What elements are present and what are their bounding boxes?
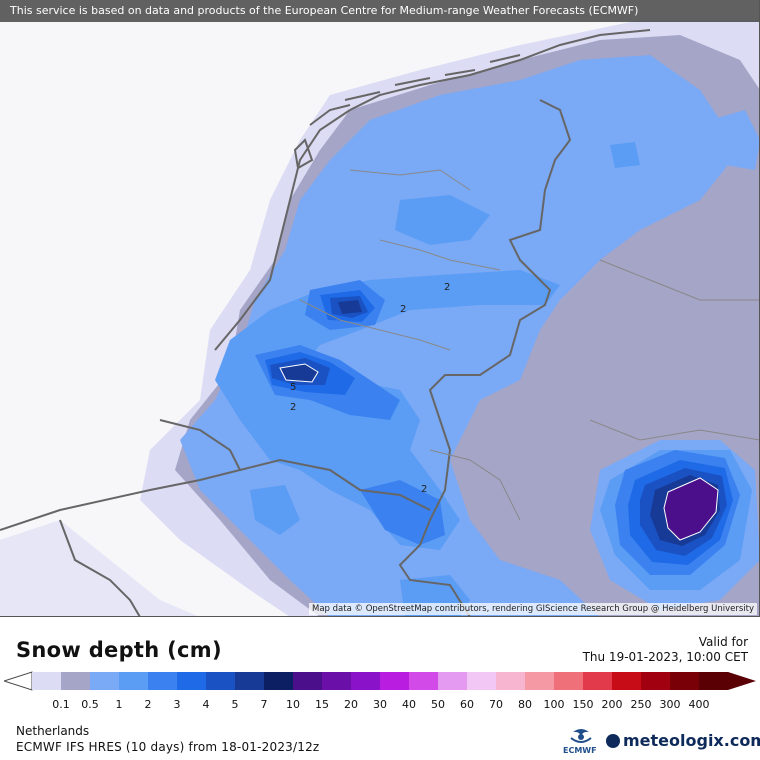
scale-swatch: [119, 672, 149, 690]
color-scale-labels: 0.1 0.5 1 2 3 4 5 7 10 15 20 30 40 50 60 70 80 100 150 200 2…: [0, 698, 760, 712]
scale-tick-label: 300: [659, 698, 681, 711]
scale-tick-label: 4: [202, 698, 210, 711]
meteologix-logo[interactable]: meteologix.com: [606, 731, 760, 750]
scale-swatch: [438, 672, 468, 690]
scale-swatch: [206, 672, 236, 690]
meteologix-icon: [606, 734, 620, 748]
scale-tick-label: 400: [688, 698, 710, 711]
scale-swatch: [583, 672, 613, 690]
scale-swatch: [380, 672, 410, 690]
snow-band-10: [664, 478, 718, 540]
scale-tick-label: 0.1: [52, 698, 70, 711]
scale-tick-label: 0.5: [81, 698, 99, 711]
scale-swatch: [177, 672, 207, 690]
brand-name: meteologix.com: [623, 731, 760, 750]
scale-swatch: [467, 672, 497, 690]
map-canvas: 2 2 2 5 2: [0, 20, 759, 616]
scale-tick-label: 80: [518, 698, 532, 711]
contour-label: 2: [444, 282, 450, 293]
ecmwf-logo: [570, 729, 592, 743]
snow-depth-map[interactable]: 2 2 2 5 2 This service is based on data …: [0, 0, 760, 617]
scale-swatch: [641, 672, 671, 690]
scale-swatch: [264, 672, 294, 690]
scale-swatch: [293, 672, 323, 690]
color-scale: [4, 671, 756, 691]
valid-label: Valid for: [698, 635, 748, 649]
scale-tick-label: 5: [231, 698, 239, 711]
scale-tick-label: 10: [286, 698, 300, 711]
scale-tick-label: 30: [373, 698, 387, 711]
legend-title: Snow depth (cm): [16, 638, 222, 662]
scale-tick-label: 1: [115, 698, 123, 711]
scale-swatch: [351, 672, 381, 690]
ecmwf-label: ECMWF: [563, 746, 597, 755]
contour-label: 2: [290, 402, 296, 413]
scale-tick-label: 7: [260, 698, 268, 711]
contour-label: 5: [290, 382, 296, 393]
scale-swatch: [148, 672, 178, 690]
scale-swatch: [554, 672, 584, 690]
scale-swatch: [61, 672, 91, 690]
ecmwf-notice: This service is based on data and produc…: [0, 0, 759, 22]
model-run: ECMWF IFS HRES (10 days) from 18-01-2023…: [16, 740, 320, 754]
scale-swatch: [699, 672, 729, 690]
scale-tick-label: 3: [173, 698, 181, 711]
contour-label: 2: [421, 484, 427, 495]
scale-tick-label: 2: [144, 698, 152, 711]
scale-tick-label: 250: [630, 698, 652, 711]
scale-tick-label: 60: [460, 698, 474, 711]
scale-swatch: [670, 672, 700, 690]
scale-swatch: [32, 672, 62, 690]
scale-swatch: [90, 672, 120, 690]
country-borders: [0, 29, 651, 616]
contour-label: 2: [400, 304, 406, 315]
scale-swatch: [496, 672, 526, 690]
scale-swatch: [612, 672, 642, 690]
scale-tick-label: 200: [601, 698, 623, 711]
valid-date: Thu 19-01-2023, 10:00 CET: [582, 650, 748, 664]
scale-tick-label: 50: [431, 698, 445, 711]
scale-min-arrow: [4, 671, 33, 691]
scale-max-arrow: [728, 672, 756, 690]
scale-tick-label: 40: [402, 698, 416, 711]
scale-tick-label: 100: [543, 698, 565, 711]
scale-tick-label: 150: [572, 698, 594, 711]
scale-swatch: [525, 672, 555, 690]
scale-tick-label: 20: [344, 698, 358, 711]
scale-swatch: [409, 672, 439, 690]
scale-swatch: [322, 672, 352, 690]
map-attribution[interactable]: Map data © OpenStreetMap contributors, r…: [309, 603, 757, 615]
region-name: Netherlands: [16, 724, 90, 738]
scale-swatch: [235, 672, 265, 690]
scale-tick-label: 15: [315, 698, 329, 711]
scale-tick-label: 70: [489, 698, 503, 711]
